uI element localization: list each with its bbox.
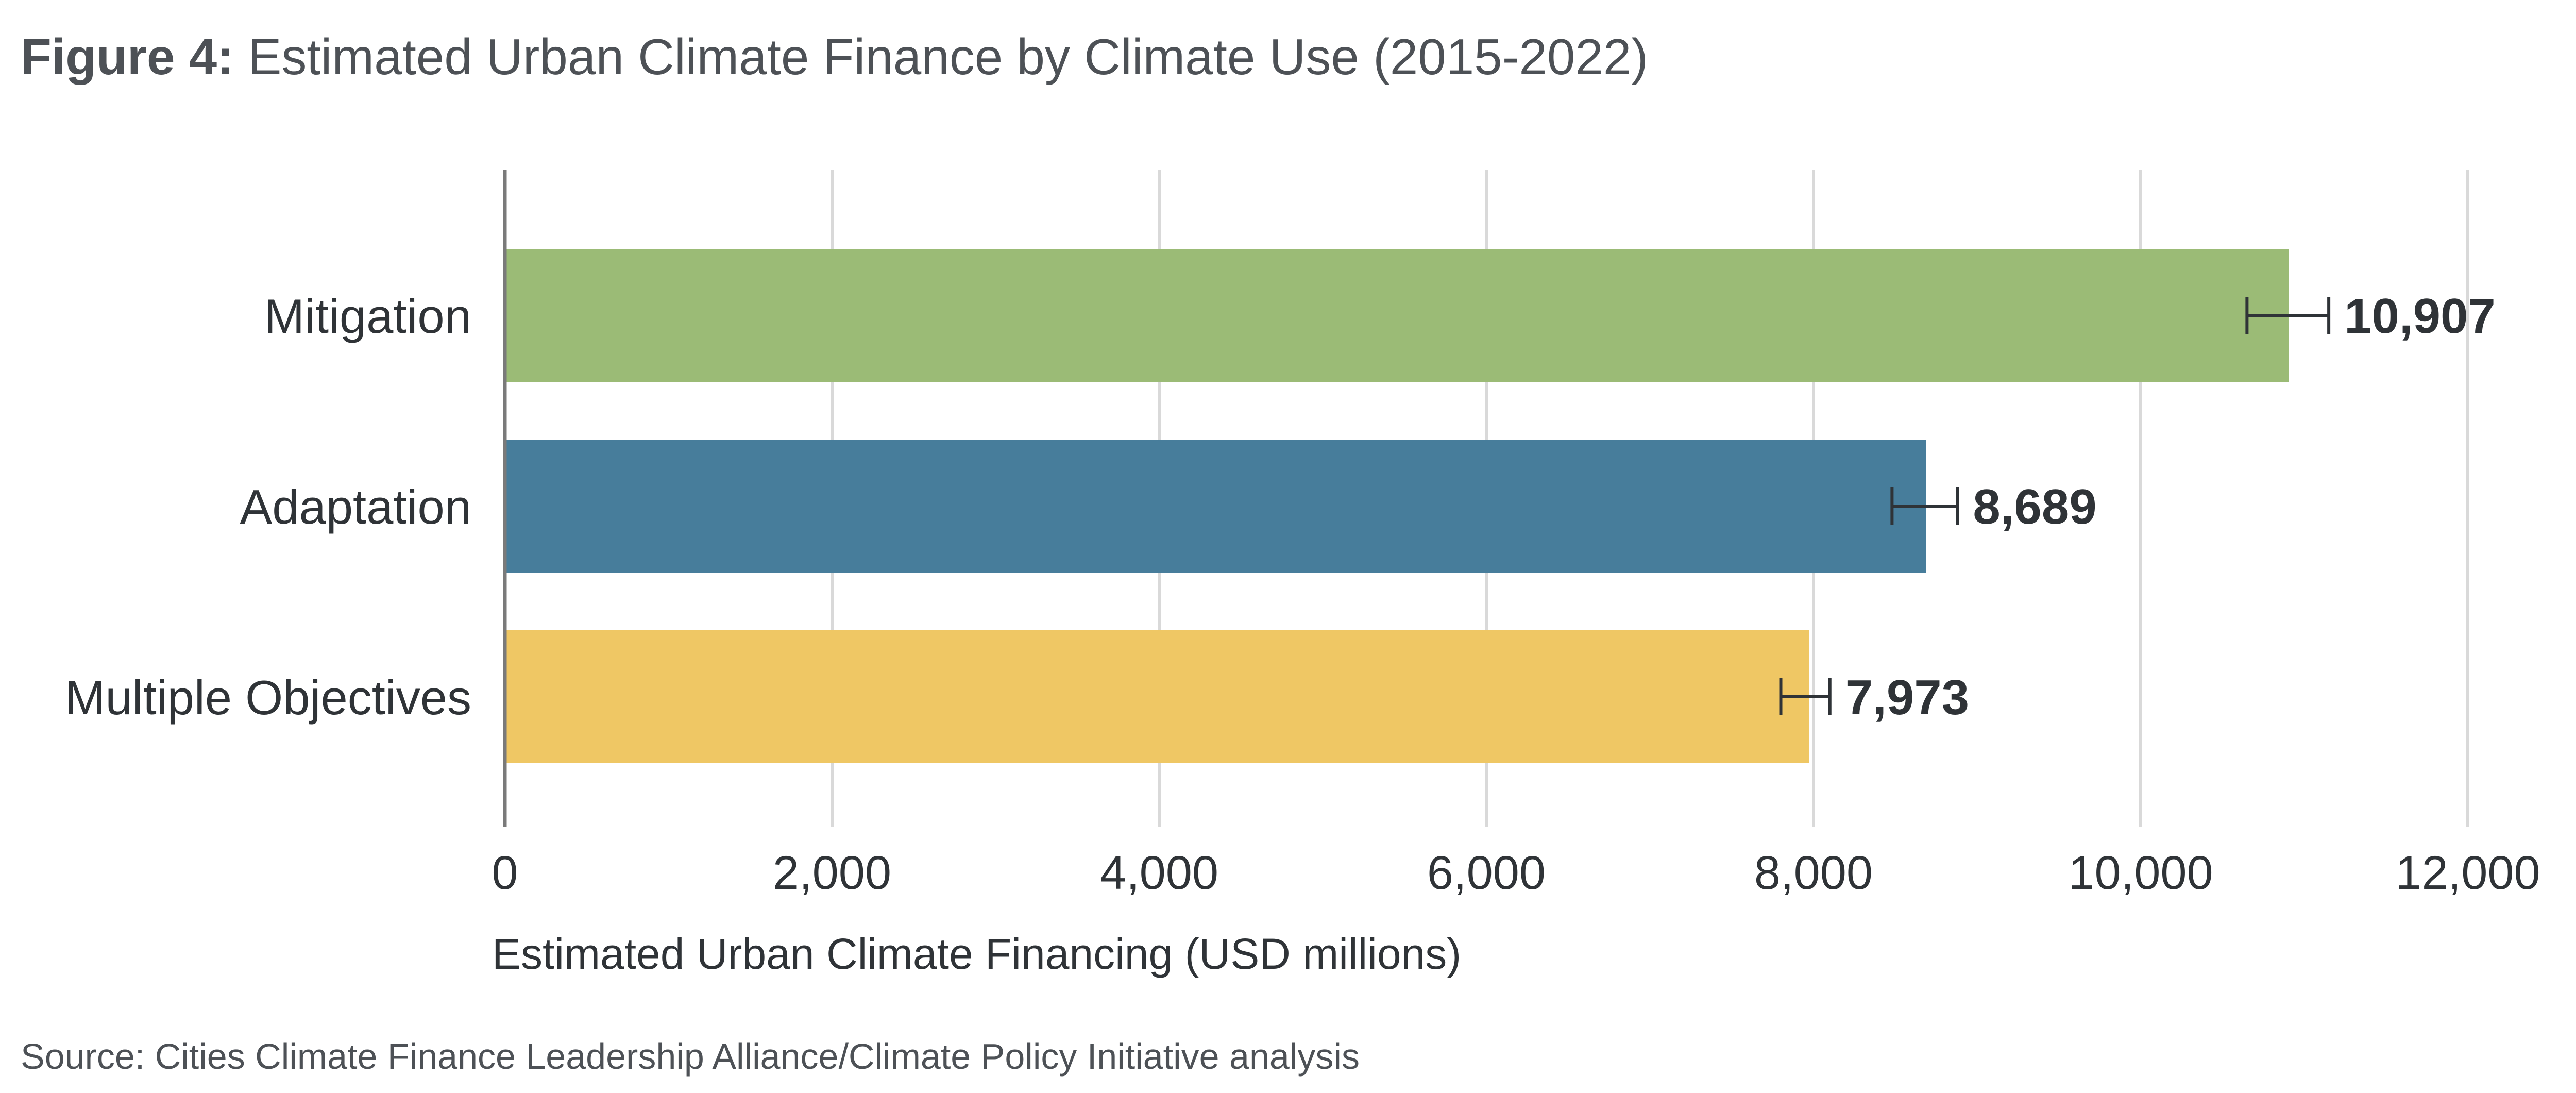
figure-title-text: Estimated Urban Climate Finance by Clima… xyxy=(248,28,1649,85)
bar xyxy=(505,440,1926,573)
category-label: Multiple Objectives xyxy=(65,670,471,725)
figure-label: Figure 4: xyxy=(21,28,234,85)
x-tick-label: 8,000 xyxy=(1754,847,1873,899)
data-label: 8,689 xyxy=(1973,479,2096,534)
data-label: 10,907 xyxy=(2344,289,2496,344)
bar xyxy=(505,249,2289,382)
category-label: Adaptation xyxy=(240,480,471,534)
source-note: Source: Cities Climate Finance Leadershi… xyxy=(21,1036,1360,1077)
x-tick-label: 12,000 xyxy=(2395,847,2540,899)
x-tick-label: 2,000 xyxy=(773,847,891,899)
x-tick-label: 6,000 xyxy=(1427,847,1546,899)
x-tick-label: 4,000 xyxy=(1100,847,1218,899)
x-tick-label: 0 xyxy=(492,847,518,899)
data-label: 7,973 xyxy=(1845,670,1969,725)
bar xyxy=(505,630,1809,763)
category-label: Mitigation xyxy=(264,289,471,343)
x-tick-label: 10,000 xyxy=(2068,847,2213,899)
x-axis-title: Estimated Urban Climate Financing (USD m… xyxy=(492,930,1461,978)
figure-title: Figure 4: Estimated Urban Climate Financ… xyxy=(21,26,1648,88)
